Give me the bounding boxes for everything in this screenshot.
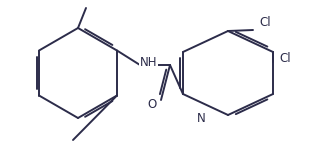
Text: N: N	[197, 111, 205, 124]
Text: Cl: Cl	[279, 51, 291, 64]
Text: NH: NH	[140, 56, 158, 69]
Text: Cl: Cl	[259, 15, 271, 28]
Text: O: O	[147, 99, 157, 111]
